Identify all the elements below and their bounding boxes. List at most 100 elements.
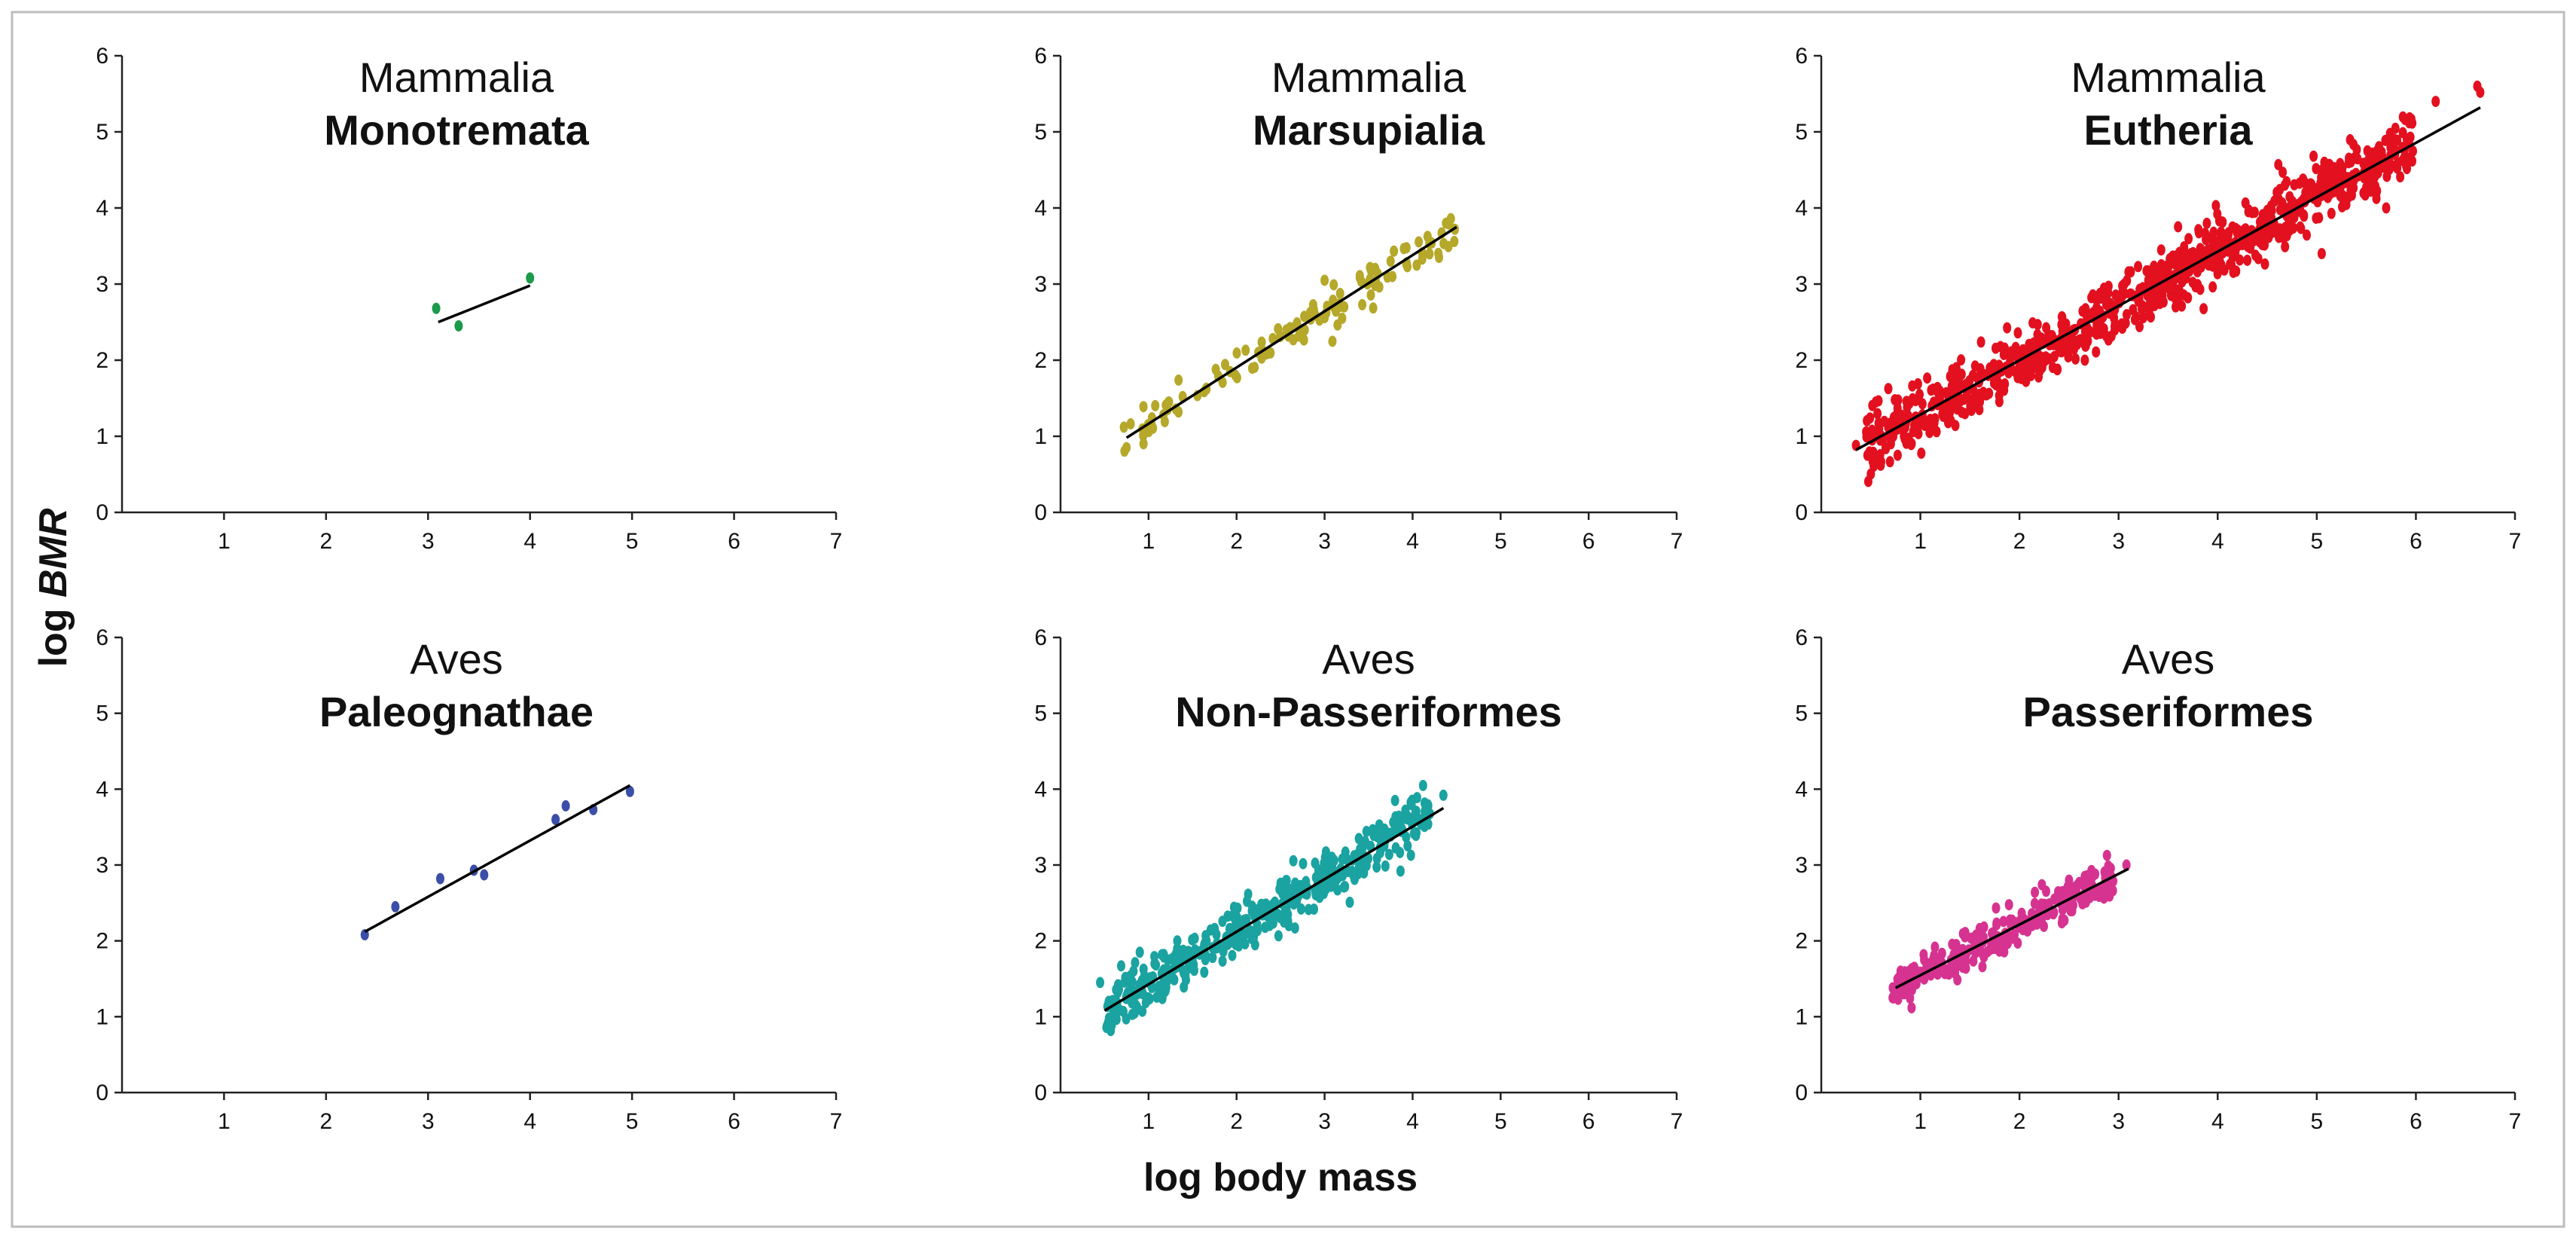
data-point (2135, 320, 2144, 332)
data-point (1282, 890, 1291, 902)
panel-title-group: Mammalia (2071, 53, 2266, 101)
data-point (2047, 330, 2056, 341)
data-point (436, 873, 444, 885)
data-point (2056, 886, 2065, 898)
data-point (1293, 317, 1302, 329)
x-tick-label: 7 (1671, 1109, 1683, 1134)
data-point (1967, 405, 1976, 417)
data-point (1876, 459, 1885, 471)
data-point (1208, 952, 1217, 964)
x-tick-label: 7 (1671, 529, 1683, 554)
data-points-paleognathae (360, 785, 634, 941)
data-point (2275, 231, 2284, 243)
data-point (2405, 112, 2414, 124)
data-point (1989, 360, 1998, 372)
panel-marsupialia: 0 1 2 3 4 5 6 1 2 3 4 5 6 7 Mammalia Marsupialia (1034, 44, 1683, 554)
data-point (1888, 992, 1897, 1004)
y-tick-label: 0 (1795, 1080, 1808, 1105)
panel-title-order: Non-Passeriformes (1175, 688, 1562, 735)
data-point (2174, 256, 2183, 268)
data-point (1999, 915, 2008, 928)
y-tick-label: 5 (96, 701, 108, 726)
data-point (2187, 248, 2196, 259)
data-point (2321, 179, 2330, 191)
y-tick-label: 6 (96, 625, 108, 650)
data-point (1985, 943, 1995, 955)
data-point (2315, 212, 2324, 224)
data-point (1444, 240, 1453, 252)
data-point (1442, 217, 1451, 229)
data-point (1423, 231, 1432, 243)
data-point (2019, 924, 2028, 936)
data-point (1341, 881, 1350, 893)
data-point (2101, 330, 2111, 342)
data-point (1979, 921, 1988, 933)
data-point (2165, 253, 2175, 264)
data-point (2336, 191, 2346, 203)
data-point (1412, 259, 1421, 271)
x-tick-label: 6 (728, 1109, 740, 1134)
data-point (2312, 163, 2321, 175)
y-tick-label: 1 (1034, 424, 1047, 449)
data-point (1885, 456, 1894, 468)
x-tick-label: 5 (2311, 529, 2324, 554)
y-tick-label: 1 (96, 424, 108, 449)
data-points-monotremata (432, 272, 535, 332)
data-point (1955, 396, 1964, 408)
data-point (2108, 885, 2117, 897)
data-point (2016, 360, 2025, 372)
data-point (2037, 879, 2046, 891)
data-point (2156, 244, 2165, 256)
data-point (2398, 111, 2407, 123)
data-point (1354, 860, 1363, 873)
x-tick-label: 1 (1143, 529, 1155, 554)
y-tick-label: 4 (1034, 777, 1047, 802)
data-point (2174, 221, 2183, 233)
data-point (2066, 899, 2075, 911)
data-point (1951, 420, 1960, 432)
data-point (1919, 949, 1928, 961)
data-point (526, 272, 535, 284)
data-point (2138, 300, 2147, 312)
data-point (2199, 303, 2208, 315)
data-point (1976, 336, 1985, 348)
data-point (1223, 910, 1232, 922)
y-tick-label: 3 (1795, 853, 1808, 878)
data-point (1112, 1007, 1121, 1019)
x-tick-label: 7 (2509, 529, 2522, 554)
data-point (2057, 319, 2066, 331)
x-tick-label: 1 (218, 1109, 230, 1134)
data-point (1863, 475, 1872, 488)
data-point (1329, 854, 1338, 867)
data-point (1150, 958, 1159, 970)
data-point (1322, 867, 1331, 878)
data-point (1409, 827, 1418, 839)
data-point (1131, 957, 1140, 969)
data-point (625, 785, 634, 797)
data-point (2063, 338, 2072, 350)
data-point (1369, 824, 1377, 836)
data-point (2096, 323, 2105, 335)
figure-frame (11, 11, 2565, 1228)
x-tick-label: 3 (1318, 529, 1331, 554)
y-tick-label: 3 (1795, 272, 1808, 297)
data-point (2031, 886, 2040, 898)
data-point (2284, 219, 2293, 231)
data-point (1122, 442, 1131, 454)
data-point (2327, 172, 2335, 184)
data-point (2134, 261, 2143, 273)
data-point (2058, 913, 2067, 925)
x-tick-label: 3 (2112, 1109, 2125, 1134)
panel-monotremata: 0 1 2 3 4 5 6 1 2 3 4 5 6 7 Mammalia Monotremata (96, 44, 842, 554)
y-tick-label: 5 (1034, 120, 1047, 145)
data-point (1914, 428, 1923, 439)
data-point (2099, 283, 2108, 294)
x-tick-label: 4 (2211, 1109, 2224, 1134)
y-axis-title-emph: BMR (32, 508, 75, 598)
data-point (1381, 860, 1390, 872)
data-point (1366, 289, 1375, 301)
data-point (1369, 302, 1378, 314)
x-tick-label: 4 (1406, 1109, 1419, 1134)
data-point (1920, 420, 1929, 431)
data-point (1372, 861, 1381, 873)
